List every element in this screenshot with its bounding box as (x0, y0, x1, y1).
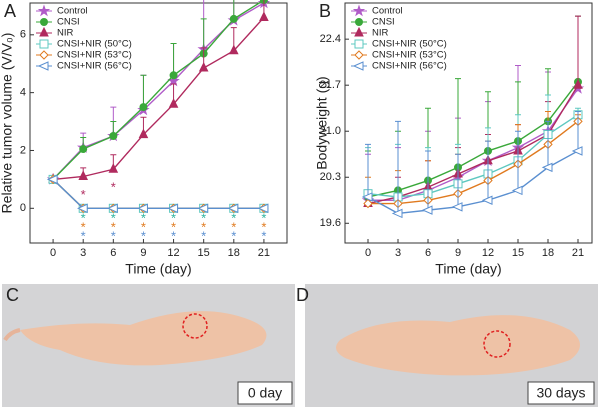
marker (79, 145, 87, 153)
significance-mark: * (81, 187, 86, 202)
legend-marker (40, 40, 48, 48)
panel-label: B (319, 1, 331, 21)
error-bar (140, 75, 146, 107)
significance-mark: * (81, 229, 86, 244)
y-axis-label: Relative tumor volume (V/V₀) (0, 33, 15, 214)
x-tick-label: 3 (395, 247, 401, 259)
y-tick-label: 19.6 (320, 217, 341, 229)
legend-marker (355, 28, 363, 36)
significance-mark: * (111, 229, 116, 244)
legend-label: CNSI+NIR (50°C) (57, 39, 132, 50)
y-tick-label: 6 (20, 29, 26, 41)
significance-mark: * (261, 229, 266, 244)
photo-caption: 30 days (536, 385, 585, 401)
legend-marker (354, 62, 363, 70)
legend-marker (39, 62, 48, 70)
x-axis-label: Time (day) (125, 261, 191, 277)
y-tick-label: 20.3 (320, 171, 341, 183)
x-tick-label: 12 (482, 247, 494, 259)
x-tick-label: 18 (228, 247, 240, 259)
significance-mark: * (141, 229, 146, 244)
y-tick-label: 22.4 (320, 33, 341, 45)
legend-marker (39, 6, 49, 15)
legend-label: CNSI+NIR (53°C) (57, 50, 132, 61)
y-tick-label: 4 (20, 87, 26, 99)
error-bar (365, 144, 371, 197)
legend-label: NIR (57, 28, 74, 39)
x-tick-label: 9 (455, 247, 461, 259)
photo-d: 30 days D (296, 284, 598, 407)
significance-mark: * (111, 180, 116, 195)
y-tick-label: 2 (20, 144, 26, 156)
x-tick-label: 12 (167, 247, 179, 259)
x-tick-label: 6 (425, 247, 431, 259)
legend-label: CNSI+NIR (56°C) (372, 61, 447, 72)
legend-marker (355, 40, 363, 48)
marker (139, 103, 147, 111)
marker (260, 12, 268, 20)
legend-marker (40, 18, 48, 26)
legend-label: CNSI+NIR (56°C) (57, 61, 132, 72)
legend-marker (354, 6, 364, 15)
y-axis-label: Bodyweight (g) (314, 76, 330, 169)
x-tick-label: 9 (140, 247, 146, 259)
legend-label: Control (57, 6, 88, 17)
legend-label: Control (372, 6, 403, 17)
x-tick-label: 21 (572, 247, 584, 259)
x-tick-label: 3 (80, 247, 86, 259)
legend-label: CNSI+NIR (53°C) (372, 50, 447, 61)
error-bar (171, 43, 177, 75)
legend-label: CNSI (57, 17, 80, 28)
photo-caption: 0 day (248, 385, 282, 401)
x-tick-label: 18 (542, 247, 554, 259)
legend-marker (40, 51, 48, 59)
legend-label: CNSI (372, 17, 395, 28)
legend-marker (355, 51, 363, 59)
error-bar (575, 16, 581, 85)
x-axis-label: Time (day) (435, 261, 501, 277)
marker (170, 71, 178, 79)
series-line (368, 115, 578, 197)
legend-marker (355, 18, 363, 26)
legend-label: CNSI+NIR (50°C) (372, 39, 447, 50)
panel-label: A (4, 1, 16, 21)
significance-mark: * (231, 229, 236, 244)
marker (230, 15, 238, 23)
x-tick-label: 21 (258, 247, 270, 259)
x-tick-label: 15 (512, 247, 524, 259)
x-tick-label: 0 (50, 247, 56, 259)
legend-marker (40, 28, 48, 36)
x-tick-label: 15 (198, 247, 210, 259)
y-tick-label: 0 (20, 202, 26, 214)
x-tick-label: 0 (365, 247, 371, 259)
legend-label: NIR (372, 28, 389, 39)
marker (109, 132, 117, 140)
panel-label: C (6, 285, 19, 305)
series-line (368, 82, 578, 197)
x-tick-label: 6 (110, 247, 116, 259)
photo-c: 0 day C (2, 284, 295, 407)
panel-label: D (296, 285, 309, 305)
significance-mark: * (171, 229, 176, 244)
significance-mark: * (201, 229, 206, 244)
